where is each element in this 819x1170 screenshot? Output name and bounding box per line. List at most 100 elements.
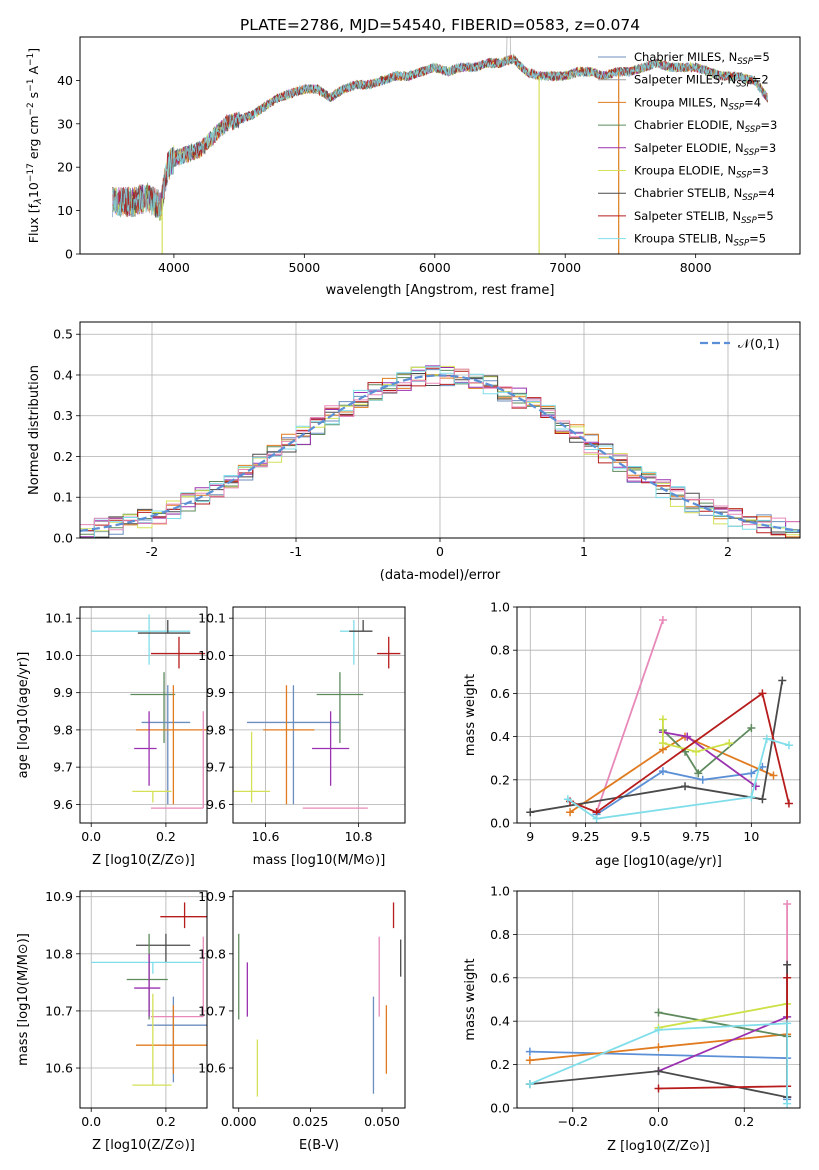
legend-label: Chabrier MILES, NSSP=5 — [634, 50, 770, 67]
weight-marker — [658, 615, 667, 624]
weight-marker — [654, 1084, 663, 1093]
x-tick-label: 10.6 — [252, 829, 280, 844]
y-tick-label: 0 — [65, 247, 73, 262]
legend-label: 𝒩(0,1) — [738, 336, 780, 351]
weight-series-darkgray — [530, 680, 784, 814]
spectrum-frame — [79, 36, 801, 255]
y-tick-label: 9.7 — [206, 760, 226, 775]
weight-marker — [725, 739, 734, 748]
y-tick-label: 10.6 — [198, 1061, 226, 1076]
x-tick-label: -2 — [146, 544, 158, 559]
x-tick-label: 1 — [580, 544, 588, 559]
y-tick-label: 10.0 — [45, 648, 73, 663]
weight-marker — [762, 734, 771, 743]
weight_vs_Z-axes: −0.2 0.0 0.2 0.0 0.2 0.4 0.6 0.8 1.0 — [490, 884, 800, 1129]
weight-series-orange — [569, 735, 774, 813]
mass_vs_Z-xlabel: Z [log10(Z/Z⊙)] — [92, 1138, 195, 1153]
weight-marker — [525, 1080, 534, 1089]
y-tick-label: 10.9 — [198, 889, 226, 904]
weight-marker — [526, 808, 535, 817]
weight-marker — [658, 739, 667, 748]
weight-series-cyan — [567, 737, 790, 820]
y-tick-label: 10.9 — [45, 889, 73, 904]
y-tick-label: 20 — [57, 160, 73, 175]
mass_vs_Z-frame — [79, 890, 208, 1109]
x-tick-label: 9.25 — [572, 829, 600, 844]
spectrum-lines — [112, 37, 768, 254]
y-tick-label: 0.8 — [490, 927, 510, 942]
weight-marker — [783, 973, 792, 982]
y-tick-label: 0.5 — [53, 327, 73, 342]
weight-marker — [783, 960, 792, 969]
weight-marker — [654, 1067, 663, 1076]
weight_vs_age-ylabel: mass weight — [463, 674, 478, 756]
weight-marker — [783, 900, 792, 909]
legend-label: Chabrier ELODIE, NSSP=3 — [634, 118, 777, 135]
x-tick-label: -1 — [290, 544, 302, 559]
x-tick-label: 6000 — [419, 260, 451, 275]
weight-marker — [566, 808, 575, 817]
x-tick-label: 5000 — [288, 260, 320, 275]
weight-marker — [525, 1056, 534, 1065]
legend-label: Kroupa ELODIE, NSSP=3 — [634, 164, 769, 181]
mass_vs_Z-axes: 0.0 0.2 10.6 10.7 10.8 10.9 — [45, 889, 207, 1129]
y-tick-label: 1.0 — [490, 884, 510, 899]
residuals-ylabel: Normed distribution — [27, 365, 42, 495]
weight-marker — [758, 689, 767, 698]
x-tick-label: 10.8 — [345, 829, 373, 844]
spectrum-ylabel: Flux [fλ10−17 erg cm−2 s−1 A−1] — [26, 48, 44, 243]
age_vs_Z-points — [91, 614, 207, 809]
weight-marker — [783, 1019, 792, 1028]
y-tick-label: 0.2 — [490, 772, 510, 787]
y-tick-label: 9.8 — [206, 722, 226, 737]
y-tick-label: 10.8 — [198, 946, 226, 961]
weight-marker — [654, 1043, 663, 1052]
mass_vs_Z-ylabel: mass [log10(M/M⊙)] — [16, 933, 31, 1066]
y-tick-label: 40 — [57, 73, 73, 88]
residual-histograms — [80, 365, 800, 538]
weight-marker — [592, 814, 601, 823]
y-tick-label: 10.6 — [45, 1061, 73, 1076]
residuals-frame — [79, 321, 801, 539]
weight_vs_age-lines — [526, 615, 793, 823]
legend-label: Salpeter STELIB, NSSP=5 — [634, 209, 774, 226]
weight-marker — [681, 782, 690, 791]
weight-series-red — [569, 691, 790, 814]
weight_vs_age-axes: 9 9.25 9.5 9.75 10 0.0 0.2 0.4 0.6 0.8 1.0 — [490, 600, 800, 844]
weight-marker — [784, 741, 793, 750]
x-tick-label: 9 — [526, 829, 534, 844]
residuals-xlabel: (data-model)/error — [380, 568, 501, 583]
weight-series-lime — [662, 719, 730, 753]
y-tick-label: 10.7 — [198, 1003, 226, 1018]
figure-title: PLATE=2786, MJD=54540, FIBERID=0583, z=0… — [240, 16, 640, 34]
residual-legend: 𝒩(0,1) — [700, 336, 780, 351]
weight_vs_age-frame — [516, 606, 801, 824]
weight-marker — [769, 771, 778, 780]
y-tick-label: 10.8 — [45, 946, 73, 961]
y-tick-label: 0.0 — [490, 1101, 510, 1116]
y-tick-label: 10.1 — [198, 611, 226, 626]
x-tick-label: 4000 — [158, 260, 190, 275]
y-tick-label: 9.8 — [53, 722, 73, 737]
y-tick-label: 10.1 — [45, 611, 73, 626]
y-tick-label: 9.9 — [206, 685, 226, 700]
age_vs_mass-xlabel: mass [log10(M/M⊙)] — [253, 853, 386, 868]
x-tick-label: 0.0 — [81, 1114, 101, 1129]
age_vs_Z-axes: 0.0 0.2 9.6 9.7 9.8 9.9 10.0 10.1 — [45, 607, 207, 844]
weight-series-cyan — [529, 1022, 788, 1104]
weight-marker — [525, 1047, 534, 1056]
weight_vs_Z-ylabel: mass weight — [463, 958, 478, 1040]
x-tick-label: 0.0 — [81, 829, 101, 844]
x-tick-label: −0.2 — [558, 1114, 588, 1129]
residual-hist-8 — [80, 368, 800, 536]
normal-curve — [80, 374, 800, 532]
weight_vs_Z-frame — [516, 890, 801, 1109]
y-tick-label: 30 — [57, 116, 73, 131]
y-tick-label: 0.3 — [53, 408, 73, 423]
weight-marker — [692, 747, 701, 756]
y-tick-label: 9.6 — [206, 797, 226, 812]
age_vs_mass-axes: 10.6 10.8 9.6 9.7 9.8 9.9 10.0 10.1 — [198, 607, 405, 844]
y-tick-label: 9.9 — [53, 685, 73, 700]
legend-label: Salpeter MILES, NSSP=2 — [634, 73, 769, 90]
